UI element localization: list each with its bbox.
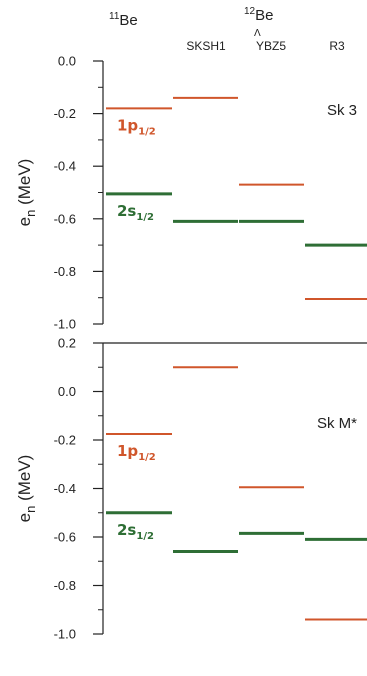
y-axis-label: en (MeV)	[15, 159, 38, 227]
panel-label: Sk 3	[327, 102, 357, 119]
state-label-1p: 1p1/2	[117, 116, 156, 137]
column-label-sksh1: SKSH1	[186, 39, 226, 53]
y-tick-label: -1.0	[54, 627, 76, 642]
y-tick-label: -0.6	[54, 530, 76, 545]
y-tick-label: 0.0	[58, 384, 76, 399]
be11-label: 11Be	[109, 11, 138, 29]
y-tick-label: -0.4	[54, 159, 76, 174]
lambda-subscript: Λ	[254, 28, 261, 39]
chart-header: 11Be 12Be Λ SKSH1 YBZ5 R3	[109, 6, 345, 53]
y-tick-label: 0.0	[58, 54, 76, 69]
state-label-1p: 1p1/2	[117, 442, 156, 463]
y-tick-label: 0.2	[58, 336, 76, 351]
column-label-ybz5: YBZ5	[256, 39, 286, 53]
y-tick-label: -0.2	[54, 433, 76, 448]
y-tick-label: -0.6	[54, 211, 76, 226]
y-axis-label: en (MeV)	[15, 455, 38, 523]
panel-label: Sk M*	[317, 415, 357, 432]
y-tick-label: -0.4	[54, 481, 76, 496]
y-tick-label: -0.8	[54, 264, 76, 279]
y-tick-label: -1.0	[54, 317, 76, 332]
panel-2: 0.2 0.0 -0.2 -0.4 -0.6 -0.8 -1.0 en (MeV) Sk M* 1…	[15, 336, 367, 642]
column-label-r3: R3	[329, 39, 345, 53]
be12-lambda-label: 12Be	[244, 6, 273, 24]
panel-1: 0.0 -0.2 -0.4 -0.6 -0.8 -1.0 en (MeV) Sk 3 1p1/2…	[15, 54, 367, 332]
y-tick-label: -0.8	[54, 578, 76, 593]
state-label-2s: 2s1/2	[117, 202, 154, 223]
state-label-2s: 2s1/2	[117, 521, 154, 542]
y-tick-label: -0.2	[54, 106, 76, 121]
